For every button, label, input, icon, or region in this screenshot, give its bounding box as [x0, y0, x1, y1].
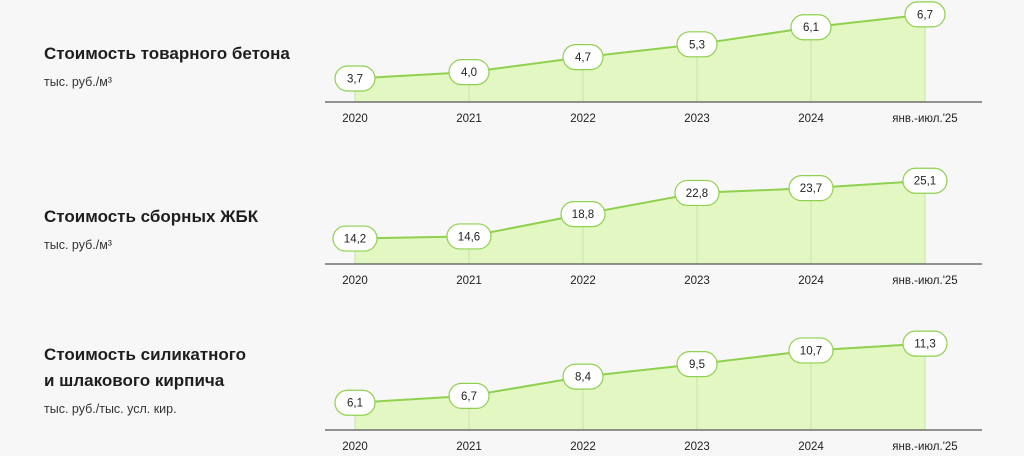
chart-title-line-1: Стоимость силикатного [44, 345, 247, 364]
x-tick-label: 2023 [684, 275, 710, 287]
chart-unit-text: тыс. руб./м³ [44, 238, 112, 252]
chart-title: Стоимость товарного бетона [44, 41, 290, 67]
data-label: 6,7 [461, 391, 477, 403]
x-tick-label: 2020 [342, 441, 368, 453]
x-tick-label: янв.-июл.'25 [892, 441, 957, 453]
x-tick-label: 2021 [456, 113, 482, 125]
data-label-badge [904, 1, 946, 28]
data-label: 22,8 [686, 188, 708, 200]
data-label: 4,0 [461, 67, 477, 79]
data-label-badge [676, 350, 718, 378]
data-label: 23,7 [800, 183, 822, 195]
data-label-badge [446, 223, 492, 250]
data-label-badge [332, 225, 378, 252]
chart-svg: 2020 2021 2022 2023 2024 янв.-июл.'25 3,7 4,0 4,… [325, 1, 982, 125]
chart-panel-precast: Стоимость сборных ЖБК тыс. руб./м³ 2020 2… [0, 160, 1024, 300]
chart-unit-text: тыс. руб./м³ [44, 75, 112, 89]
data-label-badge [902, 330, 948, 357]
chart-title-line-2: и шлакового кирпича [44, 371, 225, 390]
x-tick-label: 2020 [342, 275, 368, 287]
data-label-badge [560, 201, 606, 228]
data-label: 8,4 [575, 372, 592, 384]
data-label-badge [562, 363, 604, 390]
data-label: 5,3 [689, 39, 705, 51]
data-label: 6,1 [803, 22, 819, 34]
x-tick-label: янв.-июл.'25 [892, 113, 957, 125]
chart-panel-brick: Стоимость силикатного и шлакового кирпич… [0, 320, 1024, 456]
x-tick-label: 2021 [456, 441, 482, 453]
data-label-badge [676, 31, 718, 58]
chart-title: Стоимость сборных ЖБК [44, 204, 258, 230]
data-label-badge [788, 337, 834, 364]
chart-svg: 2020 2021 2022 2023 2024 янв.-июл.'25 6,1 6,7 8,… [325, 330, 982, 453]
x-tick-label: янв.-июл.'25 [892, 275, 957, 287]
data-label: 4,7 [575, 52, 591, 64]
chart-title: Стоимость силикатного и шлакового кирпич… [44, 342, 246, 394]
data-label: 14,6 [458, 231, 480, 243]
x-tick-label: 2022 [570, 275, 596, 287]
data-label: 10,7 [800, 345, 822, 357]
x-tick-label: 2022 [570, 113, 596, 125]
data-label: 18,8 [572, 209, 594, 221]
chart-unit-text: тыс. руб./тыс. усл. кир. [44, 402, 177, 416]
data-label: 3,7 [347, 74, 363, 86]
data-label-badge [562, 44, 604, 71]
x-tick-label: 2022 [570, 441, 596, 453]
chart-area-fill [355, 343, 925, 430]
x-tick-label: 2023 [684, 441, 710, 453]
data-label-badge [448, 382, 490, 410]
data-label: 9,5 [689, 359, 705, 371]
chart-unit: тыс. руб./м³ [44, 238, 112, 252]
x-tick-label: 2024 [798, 113, 824, 125]
data-label: 25,1 [914, 176, 936, 188]
data-label: 6,1 [347, 398, 363, 410]
chart-unit: тыс. руб./тыс. усл. кир. [44, 402, 177, 416]
x-tick-label: 2024 [798, 275, 824, 287]
data-label-badge [448, 58, 490, 86]
chart-svg: 2020 2021 2022 2023 2024 янв.-июл.'25 14,2 14,6… [325, 167, 982, 287]
chart-panel-concrete: Стоимость товарного бетона тыс. руб./м³ … [0, 0, 1024, 140]
chart-area-fill [355, 14, 925, 103]
x-tick-label: 2020 [342, 113, 368, 125]
data-label-badge [674, 179, 720, 207]
chart-title-line: Стоимость товарного бетона [44, 44, 290, 63]
data-label: 14,2 [344, 234, 366, 246]
data-label-badge [334, 389, 376, 416]
x-tick-label: 2021 [456, 275, 482, 287]
x-tick-label: 2024 [798, 441, 824, 453]
data-label-badge [788, 175, 834, 202]
data-label-badge [902, 167, 948, 194]
chart-area-fill [355, 180, 925, 264]
chart-unit: тыс. руб./м³ [44, 75, 112, 89]
data-label-badge [790, 14, 832, 41]
chart-title-line: Стоимость сборных ЖБК [44, 207, 259, 226]
data-label-badge [334, 65, 376, 92]
data-label: 6,7 [917, 9, 933, 21]
x-tick-label: 2023 [684, 113, 710, 125]
data-label: 11,3 [914, 339, 936, 351]
